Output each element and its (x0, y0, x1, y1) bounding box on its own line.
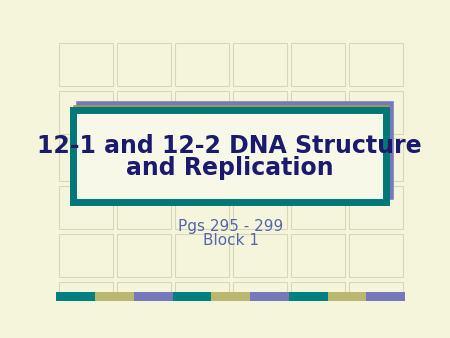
Bar (117, 282, 171, 325)
Bar (175, 138, 229, 182)
Bar (117, 138, 171, 182)
Bar (73, 110, 386, 202)
Bar (172, 292, 192, 301)
Bar (386, 292, 405, 301)
Bar (349, 91, 404, 134)
Bar (117, 234, 171, 277)
Bar (291, 91, 345, 134)
Bar (250, 292, 270, 301)
Bar (349, 282, 404, 325)
Bar (95, 292, 114, 301)
Bar (134, 292, 153, 301)
Bar (308, 292, 328, 301)
Bar (289, 292, 308, 301)
Bar (233, 43, 287, 86)
Text: 12-1 and 12-2 DNA Structure: 12-1 and 12-2 DNA Structure (37, 134, 422, 158)
Bar (349, 43, 404, 86)
Bar (58, 282, 113, 325)
Bar (233, 234, 287, 277)
Bar (76, 108, 387, 202)
Bar (58, 138, 113, 182)
Text: Block 1: Block 1 (202, 233, 259, 248)
Bar (366, 292, 386, 301)
Bar (58, 186, 113, 229)
Bar (291, 186, 345, 229)
Bar (347, 292, 366, 301)
Bar (291, 138, 345, 182)
Bar (291, 43, 345, 86)
Bar (349, 138, 404, 182)
Text: and Replication: and Replication (126, 155, 333, 179)
Bar (175, 186, 229, 229)
Text: Pgs 295 - 299: Pgs 295 - 299 (178, 219, 283, 234)
Bar (76, 292, 95, 301)
Bar (58, 43, 113, 86)
Bar (58, 234, 113, 277)
Bar (349, 234, 404, 277)
Bar (114, 292, 134, 301)
Bar (79, 104, 391, 197)
Bar (291, 282, 345, 325)
Bar (117, 91, 171, 134)
Bar (192, 292, 211, 301)
Bar (291, 234, 345, 277)
Bar (233, 91, 287, 134)
Bar (233, 186, 287, 229)
Bar (117, 186, 171, 229)
Bar (270, 292, 289, 301)
Bar (349, 186, 404, 229)
Bar (56, 292, 76, 301)
Bar (328, 292, 347, 301)
Bar (175, 91, 229, 134)
Bar (211, 292, 230, 301)
Bar (175, 282, 229, 325)
Bar (58, 91, 113, 134)
Bar (233, 282, 287, 325)
Bar (233, 138, 287, 182)
Bar (175, 43, 229, 86)
Bar (117, 43, 171, 86)
Bar (230, 292, 250, 301)
Bar (153, 292, 172, 301)
Bar (175, 234, 229, 277)
